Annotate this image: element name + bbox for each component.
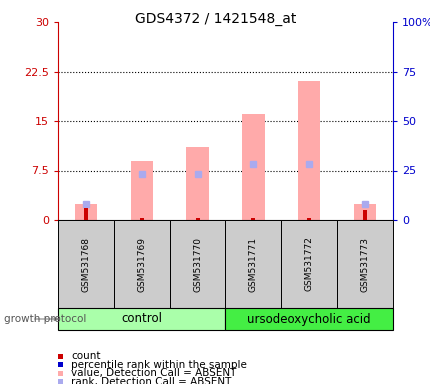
Bar [169,220,225,308]
Text: GDS4372 / 1421548_at: GDS4372 / 1421548_at [135,12,295,26]
Bar [336,220,392,308]
Text: count: count [71,351,100,361]
Text: ursodeoxycholic acid: ursodeoxycholic acid [247,313,370,326]
Bar [84,208,88,220]
Bar [251,218,255,220]
Bar [130,161,153,220]
Bar [353,204,375,220]
Bar [74,204,97,220]
Text: GSM531772: GSM531772 [304,237,313,291]
Text: GSM531771: GSM531771 [249,237,257,291]
Bar [58,308,225,330]
Bar [307,218,310,220]
Bar [114,220,169,308]
Bar [242,114,264,220]
Text: rank, Detection Call = ABSENT: rank, Detection Call = ABSENT [71,377,231,384]
Text: GSM531769: GSM531769 [137,237,146,291]
Bar [362,210,366,220]
Bar [225,220,281,308]
Text: control: control [121,313,162,326]
Bar [186,147,208,220]
Text: GSM531773: GSM531773 [360,237,369,291]
Bar [225,308,392,330]
Bar [298,81,319,220]
Bar [281,220,336,308]
Text: growth protocol: growth protocol [4,314,86,324]
Text: value, Detection Call = ABSENT: value, Detection Call = ABSENT [71,368,236,378]
Text: GSM531770: GSM531770 [193,237,202,291]
Bar [58,220,114,308]
Bar [195,218,199,220]
Text: percentile rank within the sample: percentile rank within the sample [71,360,246,370]
Text: GSM531768: GSM531768 [81,237,90,291]
Bar [139,218,143,220]
